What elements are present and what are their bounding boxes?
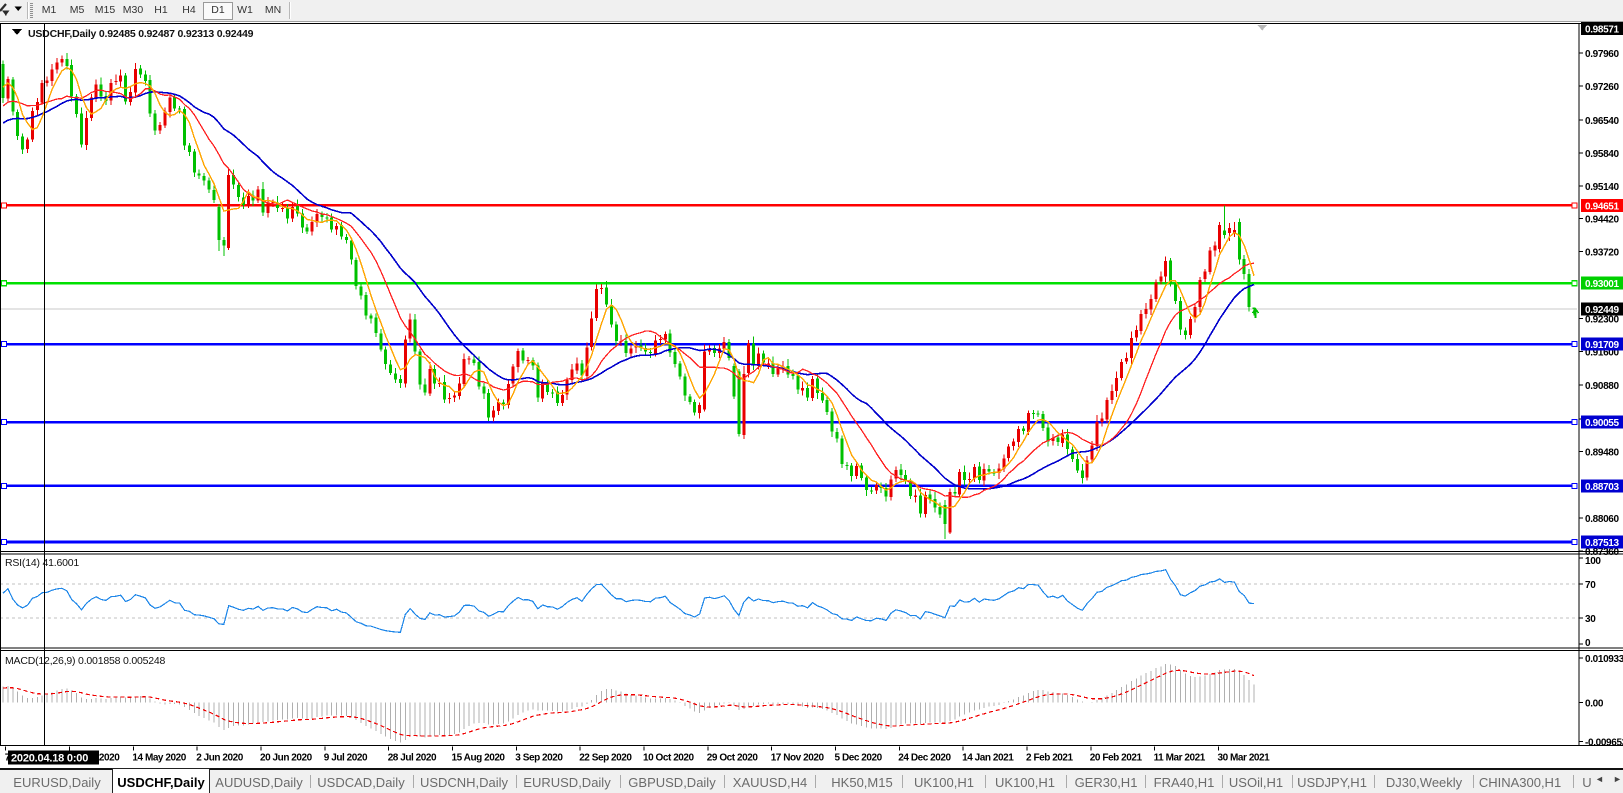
svg-text:0.94420: 0.94420: [1585, 214, 1619, 225]
svg-text:0.94651: 0.94651: [1585, 201, 1619, 212]
svg-text:100: 100: [1585, 556, 1601, 567]
svg-text:0.95140: 0.95140: [1585, 182, 1619, 193]
svg-text:0.97260: 0.97260: [1585, 82, 1619, 93]
svg-text:70: 70: [1585, 580, 1596, 591]
svg-text:0: 0: [1585, 638, 1591, 649]
svg-text:22 Sep 2020: 22 Sep 2020: [579, 753, 632, 764]
svg-text:10 Oct 2020: 10 Oct 2020: [643, 753, 695, 764]
svg-text:5 Dec 2020: 5 Dec 2020: [835, 753, 883, 764]
svg-text:14 May 2020: 14 May 2020: [132, 753, 186, 764]
svg-text:9 Jul 2020: 9 Jul 2020: [324, 753, 368, 764]
svg-text:-0.009653: -0.009653: [1585, 738, 1623, 749]
svg-text:2020.04.18 0:00: 2020.04.18 0:00: [11, 753, 88, 765]
svg-text:29 Oct 2020: 29 Oct 2020: [707, 753, 759, 764]
svg-text:11 Mar 2021: 11 Mar 2021: [1154, 753, 1206, 764]
svg-text:0.92449: 0.92449: [1585, 305, 1619, 316]
svg-text:15 Aug 2020: 15 Aug 2020: [452, 753, 506, 764]
svg-text:0.91600: 0.91600: [1585, 347, 1619, 358]
svg-text:RSI(14) 41.6001: RSI(14) 41.6001: [5, 557, 79, 569]
svg-text:0.96540: 0.96540: [1585, 116, 1619, 127]
svg-text:0.91709: 0.91709: [1585, 340, 1619, 351]
svg-text:2 Jun 2020: 2 Jun 2020: [196, 753, 244, 764]
svg-text:0.87360: 0.87360: [1585, 547, 1619, 558]
svg-text:30: 30: [1585, 614, 1596, 625]
svg-text:0.93001: 0.93001: [1585, 279, 1619, 290]
svg-text:0.92300: 0.92300: [1585, 314, 1619, 325]
svg-text:0.95840: 0.95840: [1585, 149, 1619, 160]
svg-text:MACD(12,26,9) 0.001858 0.00524: MACD(12,26,9) 0.001858 0.005248: [5, 655, 166, 667]
svg-text:28 Jul 2020: 28 Jul 2020: [388, 753, 437, 764]
svg-text:0.93720: 0.93720: [1585, 247, 1619, 258]
svg-text:0.90880: 0.90880: [1585, 381, 1619, 392]
svg-text:0.00: 0.00: [1585, 699, 1604, 710]
svg-text:0.010933: 0.010933: [1585, 654, 1623, 665]
svg-text:20 Feb 2021: 20 Feb 2021: [1090, 753, 1143, 764]
svg-text:24 Dec 2020: 24 Dec 2020: [898, 753, 951, 764]
svg-text:30 Mar 2021: 30 Mar 2021: [1218, 753, 1271, 764]
svg-text:USDCHF,Daily 0.92485 0.92487: USDCHF,Daily 0.92485 0.92487 0.92313 0.9…: [28, 28, 254, 40]
svg-text:14 Jan 2021: 14 Jan 2021: [962, 753, 1014, 764]
svg-text:0.89480: 0.89480: [1585, 447, 1619, 458]
svg-text:0.88703: 0.88703: [1585, 482, 1619, 493]
svg-text:2 Feb 2021: 2 Feb 2021: [1026, 753, 1074, 764]
svg-text:20 Jun 2020: 20 Jun 2020: [260, 753, 313, 764]
svg-text:0.87513: 0.87513: [1585, 538, 1619, 549]
svg-text:17 Nov 2020: 17 Nov 2020: [771, 753, 825, 764]
svg-text:0.88060: 0.88060: [1585, 514, 1619, 525]
svg-text:0.90055: 0.90055: [1585, 418, 1619, 429]
svg-text:0.98571: 0.98571: [1585, 25, 1619, 36]
svg-text:3 Sep 2020: 3 Sep 2020: [515, 753, 563, 764]
svg-text:0.97960: 0.97960: [1585, 49, 1619, 60]
